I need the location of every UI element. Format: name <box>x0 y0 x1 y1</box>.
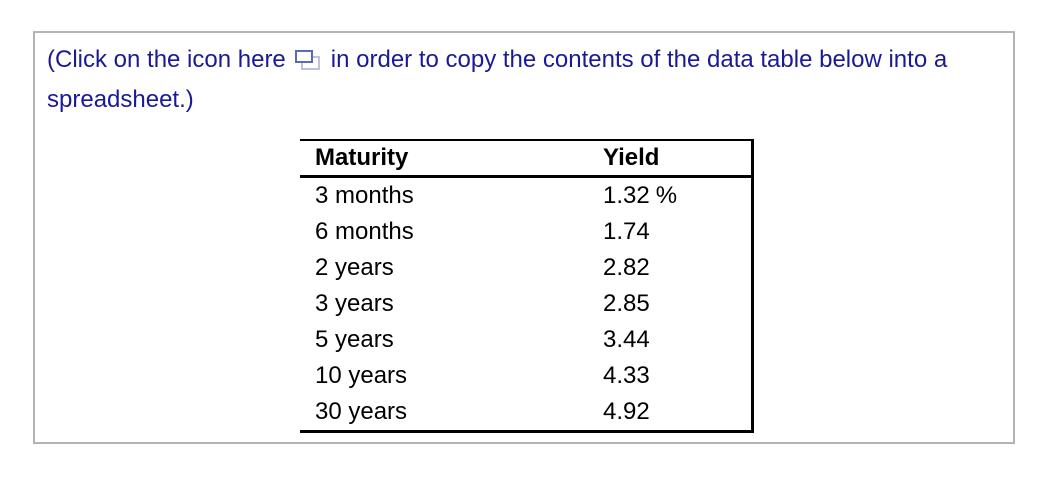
instruction-text: (Click on the icon here in order to copy … <box>47 40 1002 120</box>
copy-to-spreadsheet-icon[interactable] <box>293 48 320 70</box>
yield-value: 4.92 <box>603 398 650 425</box>
maturity-cell: 30 years <box>300 394 587 433</box>
yield-value: 1.74 <box>603 218 650 245</box>
yield-value: 3.44 <box>603 326 650 353</box>
table-row: 5 years 3.44 <box>300 322 754 358</box>
maturity-cell: 3 months <box>315 182 414 209</box>
table-row: 30 years 4.92 <box>300 394 754 433</box>
yield-value: 2.82 <box>603 254 650 281</box>
yield-cell: 2.85 <box>587 286 754 322</box>
yield-cell: 4.33 <box>587 358 754 394</box>
maturity-cell: 5 years <box>315 326 394 353</box>
yield-unit: % <box>655 182 678 209</box>
data-table: Maturity Yield 3 months 1.32% 6 months 1… <box>300 139 754 433</box>
column-header-maturity: Maturity <box>300 139 587 178</box>
yield-cell: 1.74 <box>587 214 754 250</box>
table-row: 6 months 1.74 <box>300 214 754 250</box>
yield-cell: 1.32% <box>587 176 754 214</box>
yield-value: 1.32 <box>603 182 650 209</box>
copy-icon-front-rect <box>294 50 313 63</box>
instruction-before-icon: (Click on the icon here <box>47 46 286 73</box>
table-row: 10 years 4.33 <box>300 358 754 394</box>
table-row: 2 years 2.82 <box>300 250 754 286</box>
yield-value: 4.33 <box>603 362 650 389</box>
yield-cell: 4.92 <box>587 394 754 433</box>
yield-value: 2.85 <box>603 290 650 317</box>
table-header-row: Maturity Yield <box>300 139 754 178</box>
table-row: 3 years 2.85 <box>300 286 754 322</box>
yield-cell: 2.82 <box>587 250 754 286</box>
column-header-yield: Yield <box>587 139 754 178</box>
maturity-cell: 6 months <box>315 218 414 245</box>
maturity-cell: 3 years <box>315 290 394 317</box>
maturity-cell: 2 years <box>315 254 394 281</box>
table-row: 3 months 1.32% <box>300 176 754 214</box>
question-panel: (Click on the icon here in order to copy … <box>33 31 1015 444</box>
maturity-cell: 10 years <box>315 362 408 389</box>
yield-cell: 3.44 <box>587 322 754 358</box>
instruction-after-icon: in order to copy the contents of the dat… <box>47 46 948 113</box>
